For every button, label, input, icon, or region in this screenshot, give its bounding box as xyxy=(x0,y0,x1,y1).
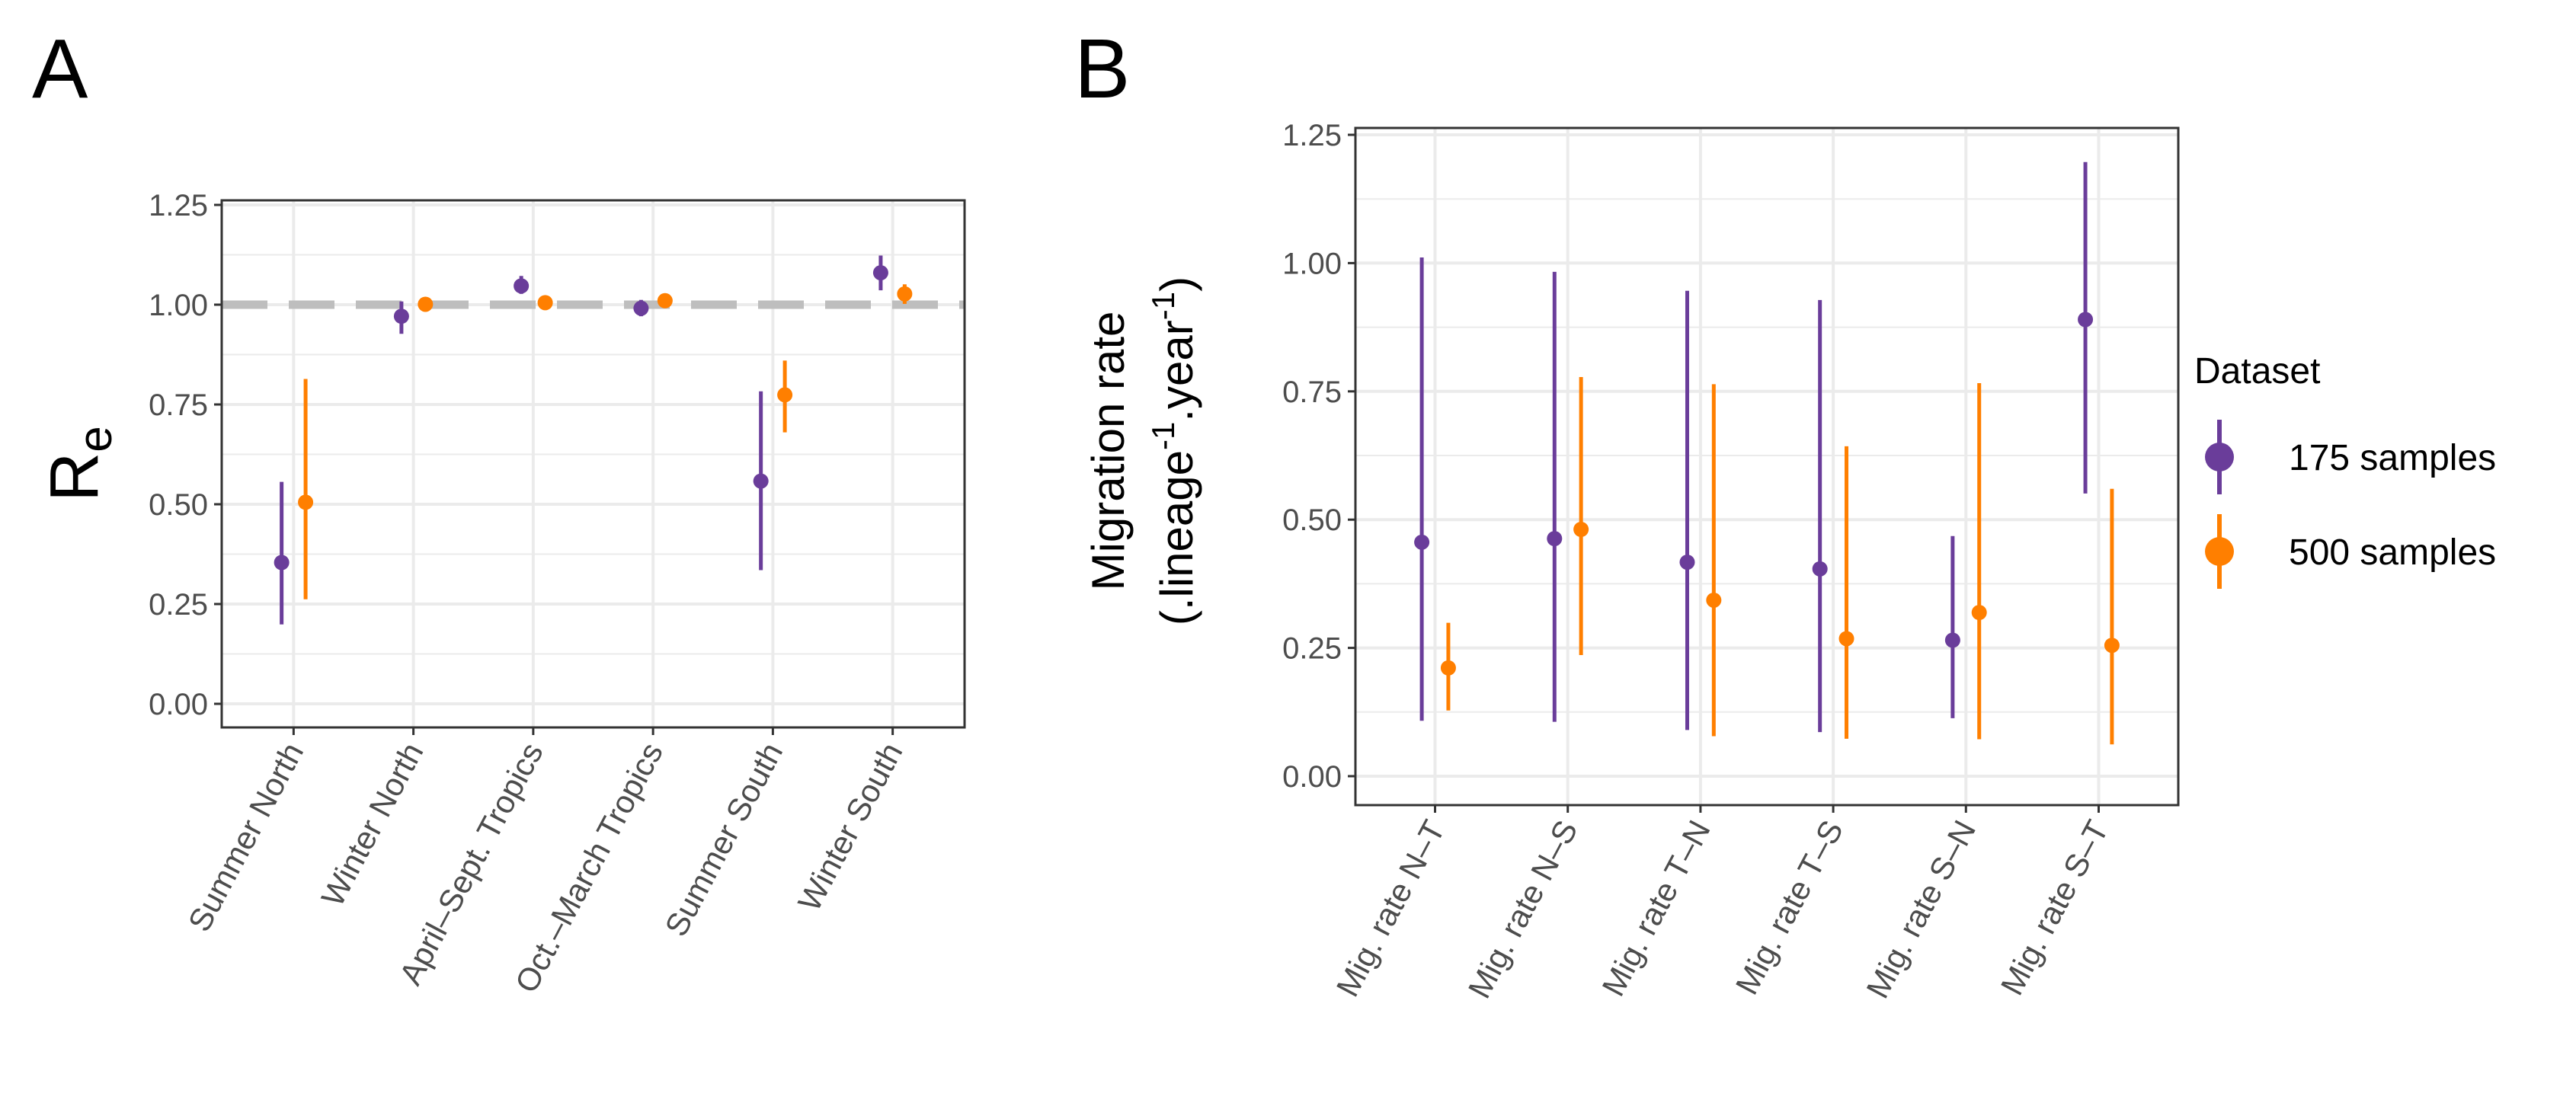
x-tick-label: Mig. rate N–S xyxy=(1461,814,1585,1004)
plot-border xyxy=(220,199,966,729)
y-tick-label: 0.25 xyxy=(1282,632,1342,666)
data-point xyxy=(537,295,553,311)
y-tick-label: 0.25 xyxy=(149,588,208,622)
data-point xyxy=(2104,638,2120,654)
x-tick-label: Winter South xyxy=(791,737,909,916)
y-tick-label: 0.00 xyxy=(1282,760,1342,794)
data-point xyxy=(657,292,673,308)
x-tick-label: Mig. rate S–T xyxy=(1994,814,2116,1001)
data-point xyxy=(753,473,769,489)
panel-label-b: B xyxy=(1074,22,1130,116)
x-tick-label: Mig. rate N–T xyxy=(1330,814,1452,1002)
data-point xyxy=(777,387,793,403)
data-point xyxy=(1838,631,1854,647)
data-point xyxy=(418,296,434,312)
data-point xyxy=(633,300,649,316)
data-point xyxy=(1547,531,1563,547)
x-tick-label: Summer North xyxy=(181,737,311,937)
data-point xyxy=(1971,605,1987,621)
y2-part: ) xyxy=(1151,276,1202,292)
y-tick-label: 1.00 xyxy=(149,289,208,322)
data-point xyxy=(274,555,290,571)
x-tick-label: Winter North xyxy=(314,737,430,912)
y-tick-label: 0.00 xyxy=(149,688,208,721)
legend-label-500: 500 samples xyxy=(2289,532,2496,573)
plot-border xyxy=(1354,126,2180,807)
y2-sup: -1 xyxy=(1145,292,1181,320)
data-point xyxy=(1706,592,1722,608)
y-tick-label: 0.75 xyxy=(1282,376,1342,409)
data-point xyxy=(1573,521,1589,537)
data-point xyxy=(1414,534,1430,550)
y-axis-title-a: Re xyxy=(37,426,122,501)
y-tick-label: 0.50 xyxy=(149,488,208,522)
y2-part: (.lineage xyxy=(1151,450,1202,625)
y-tick-label: 0.75 xyxy=(149,388,208,422)
legend-label-175: 175 samples xyxy=(2289,438,2496,478)
data-point xyxy=(1944,632,1960,648)
data-point xyxy=(872,265,888,281)
y-axis-title-b-line1: Migration rate xyxy=(1083,312,1134,591)
y-axis-title-a-sub: e xyxy=(69,426,122,452)
y-tick-label: 1.00 xyxy=(1282,247,1342,280)
x-tick-label: Mig. rate T–S xyxy=(1729,814,1850,1000)
data-point xyxy=(514,278,530,294)
data-point xyxy=(1812,561,1828,577)
y-axis-title-b-line2: (.lineage-1.year-1) xyxy=(1145,276,1202,625)
y-axis-title-a-main: R xyxy=(37,452,113,502)
y2-part: .year xyxy=(1151,320,1202,421)
legend-key-500-point xyxy=(2205,537,2234,566)
data-point xyxy=(1440,660,1456,676)
data-point xyxy=(897,286,913,302)
x-tick-label: Mig. rate S–N xyxy=(1859,814,1982,1004)
y-tick-label: 1.25 xyxy=(149,189,208,222)
y2-sup: -1 xyxy=(1145,422,1181,450)
legend-key-175-point xyxy=(2205,443,2234,471)
x-tick-label: Mig. rate T–N xyxy=(1595,814,1717,1002)
data-point xyxy=(393,308,409,324)
data-point xyxy=(1679,555,1695,571)
panel-label-a: A xyxy=(32,22,88,116)
legend: Dataset 175 samples 500 samples xyxy=(2194,351,2496,589)
y-tick-label: 0.50 xyxy=(1282,503,1342,537)
legend-title: Dataset xyxy=(2194,351,2320,392)
y-tick-label: 1.25 xyxy=(1282,119,1342,152)
data-point xyxy=(2078,312,2094,328)
x-tick-label: Summer South xyxy=(658,737,789,941)
data-point xyxy=(298,494,314,510)
